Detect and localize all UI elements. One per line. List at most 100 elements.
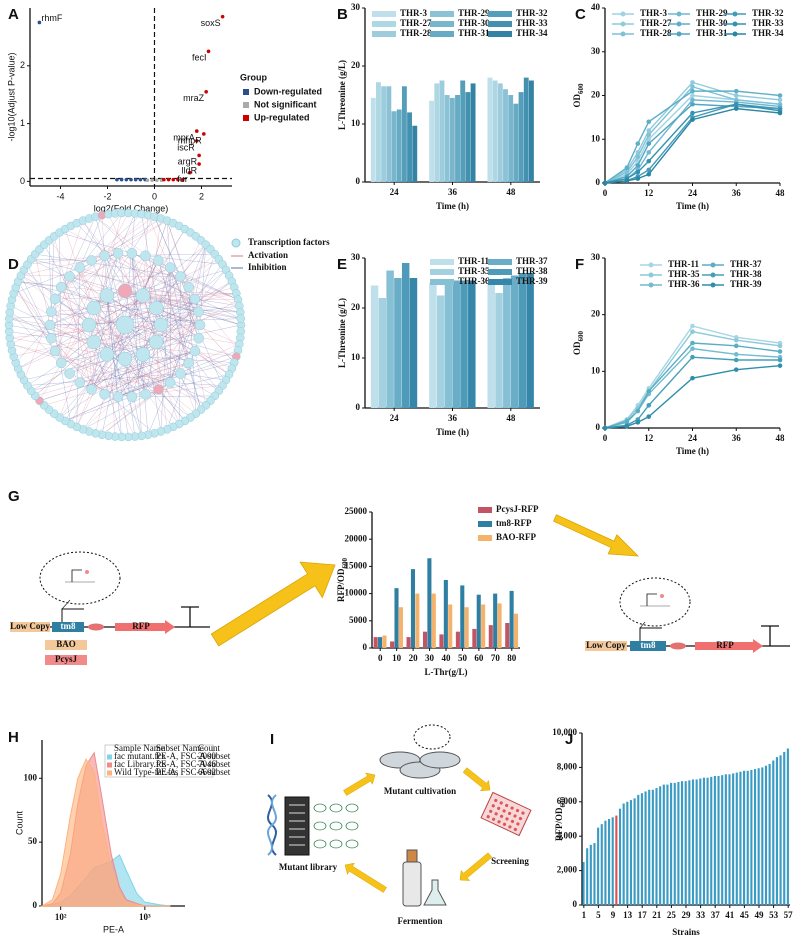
edge xyxy=(35,341,94,397)
bar xyxy=(381,86,387,182)
edge xyxy=(35,253,181,277)
edge xyxy=(180,373,197,414)
label-part: 600 xyxy=(559,797,567,808)
y-tick-label: 8,000 xyxy=(557,761,578,771)
legend-swatch xyxy=(478,535,492,541)
point xyxy=(115,177,119,182)
edge xyxy=(61,287,105,395)
marker xyxy=(646,414,652,419)
bar xyxy=(429,283,437,408)
node xyxy=(175,271,186,282)
y-tick-label: 30 xyxy=(351,252,361,262)
rbs xyxy=(88,623,104,631)
edge xyxy=(59,295,108,418)
edge xyxy=(118,389,159,397)
edge xyxy=(170,244,207,383)
edge xyxy=(88,305,240,326)
x-tick-label: 30 xyxy=(425,653,435,663)
marker xyxy=(733,106,739,111)
inner-mark xyxy=(71,569,82,582)
plasmid-icon xyxy=(329,839,343,849)
edge xyxy=(54,350,133,397)
well xyxy=(513,814,517,818)
x-tick-label: 48 xyxy=(776,433,786,443)
bar xyxy=(460,585,465,648)
x-tick-label: 29 xyxy=(682,910,692,920)
legend-swatch xyxy=(372,11,396,17)
x-tick-label: 12 xyxy=(644,188,654,198)
legend-marker xyxy=(732,21,738,27)
y-tick-label: 10 xyxy=(351,118,361,128)
x-tick-label: 36 xyxy=(448,187,458,197)
legend-label: BAO-RFP xyxy=(496,532,536,542)
dna-icon xyxy=(267,794,277,856)
bar xyxy=(464,607,469,648)
edge xyxy=(18,307,157,369)
bar xyxy=(684,781,687,905)
bar xyxy=(439,634,444,648)
legend-marker xyxy=(710,282,716,288)
legend-label: Not significant xyxy=(254,99,317,109)
well xyxy=(507,811,512,816)
legend-label: THR-37 xyxy=(516,256,548,266)
edge xyxy=(51,311,240,345)
bar xyxy=(775,757,778,905)
well xyxy=(486,815,490,819)
x-tick-label: 53 xyxy=(769,910,779,920)
node xyxy=(153,384,164,395)
node xyxy=(236,314,246,323)
edge xyxy=(180,373,227,381)
marker xyxy=(733,357,739,363)
plasmid-icon xyxy=(345,821,359,831)
legend-label: Activation xyxy=(248,250,288,260)
bar xyxy=(398,607,403,648)
y-axis-label: RFP/OD600 xyxy=(554,797,567,842)
marker xyxy=(646,119,652,125)
legend-swatch xyxy=(107,770,112,776)
legend-label: THR-34 xyxy=(752,28,784,38)
point-label: fecI xyxy=(192,53,207,63)
x-axis-label: Time (h) xyxy=(676,446,709,456)
edge xyxy=(9,318,144,355)
edge xyxy=(9,331,52,339)
bar xyxy=(757,768,760,905)
node xyxy=(99,389,110,400)
legend-swatch xyxy=(488,279,512,285)
edge xyxy=(117,253,180,425)
bar xyxy=(492,80,498,182)
x-tick-label: -2 xyxy=(104,191,112,201)
legend-label: THR-11 xyxy=(668,259,700,269)
bar xyxy=(618,808,622,905)
bar xyxy=(586,848,589,905)
x-tick-label: 24 xyxy=(390,187,400,197)
well xyxy=(494,812,498,816)
x-tick-label: 25 xyxy=(667,910,677,920)
bar xyxy=(526,273,534,408)
marker xyxy=(690,97,695,103)
legend-label: Down-regulated xyxy=(254,86,322,96)
marker xyxy=(624,165,630,170)
well xyxy=(492,817,496,821)
legend-marker xyxy=(676,21,682,27)
edge xyxy=(27,373,181,386)
y-tick-label: 10 xyxy=(591,133,601,143)
edge xyxy=(9,312,146,395)
series-line xyxy=(604,94,781,184)
bar xyxy=(444,280,453,408)
node xyxy=(86,255,97,266)
node xyxy=(193,332,204,344)
point xyxy=(166,177,171,182)
bar xyxy=(376,82,381,182)
bar xyxy=(470,83,476,182)
zoom-bubble xyxy=(39,551,121,605)
legend-label: THR-30 xyxy=(696,18,728,28)
promoter-box xyxy=(52,622,84,632)
bar xyxy=(412,125,418,182)
construct: Low Copy tm8 RFP BAO PcysJ xyxy=(10,551,210,665)
edge xyxy=(117,264,223,397)
edge xyxy=(93,341,237,357)
x-axis-label: Strains xyxy=(672,927,700,937)
x-tick-label: 60 xyxy=(474,653,484,663)
panel-letter: F xyxy=(575,256,584,273)
